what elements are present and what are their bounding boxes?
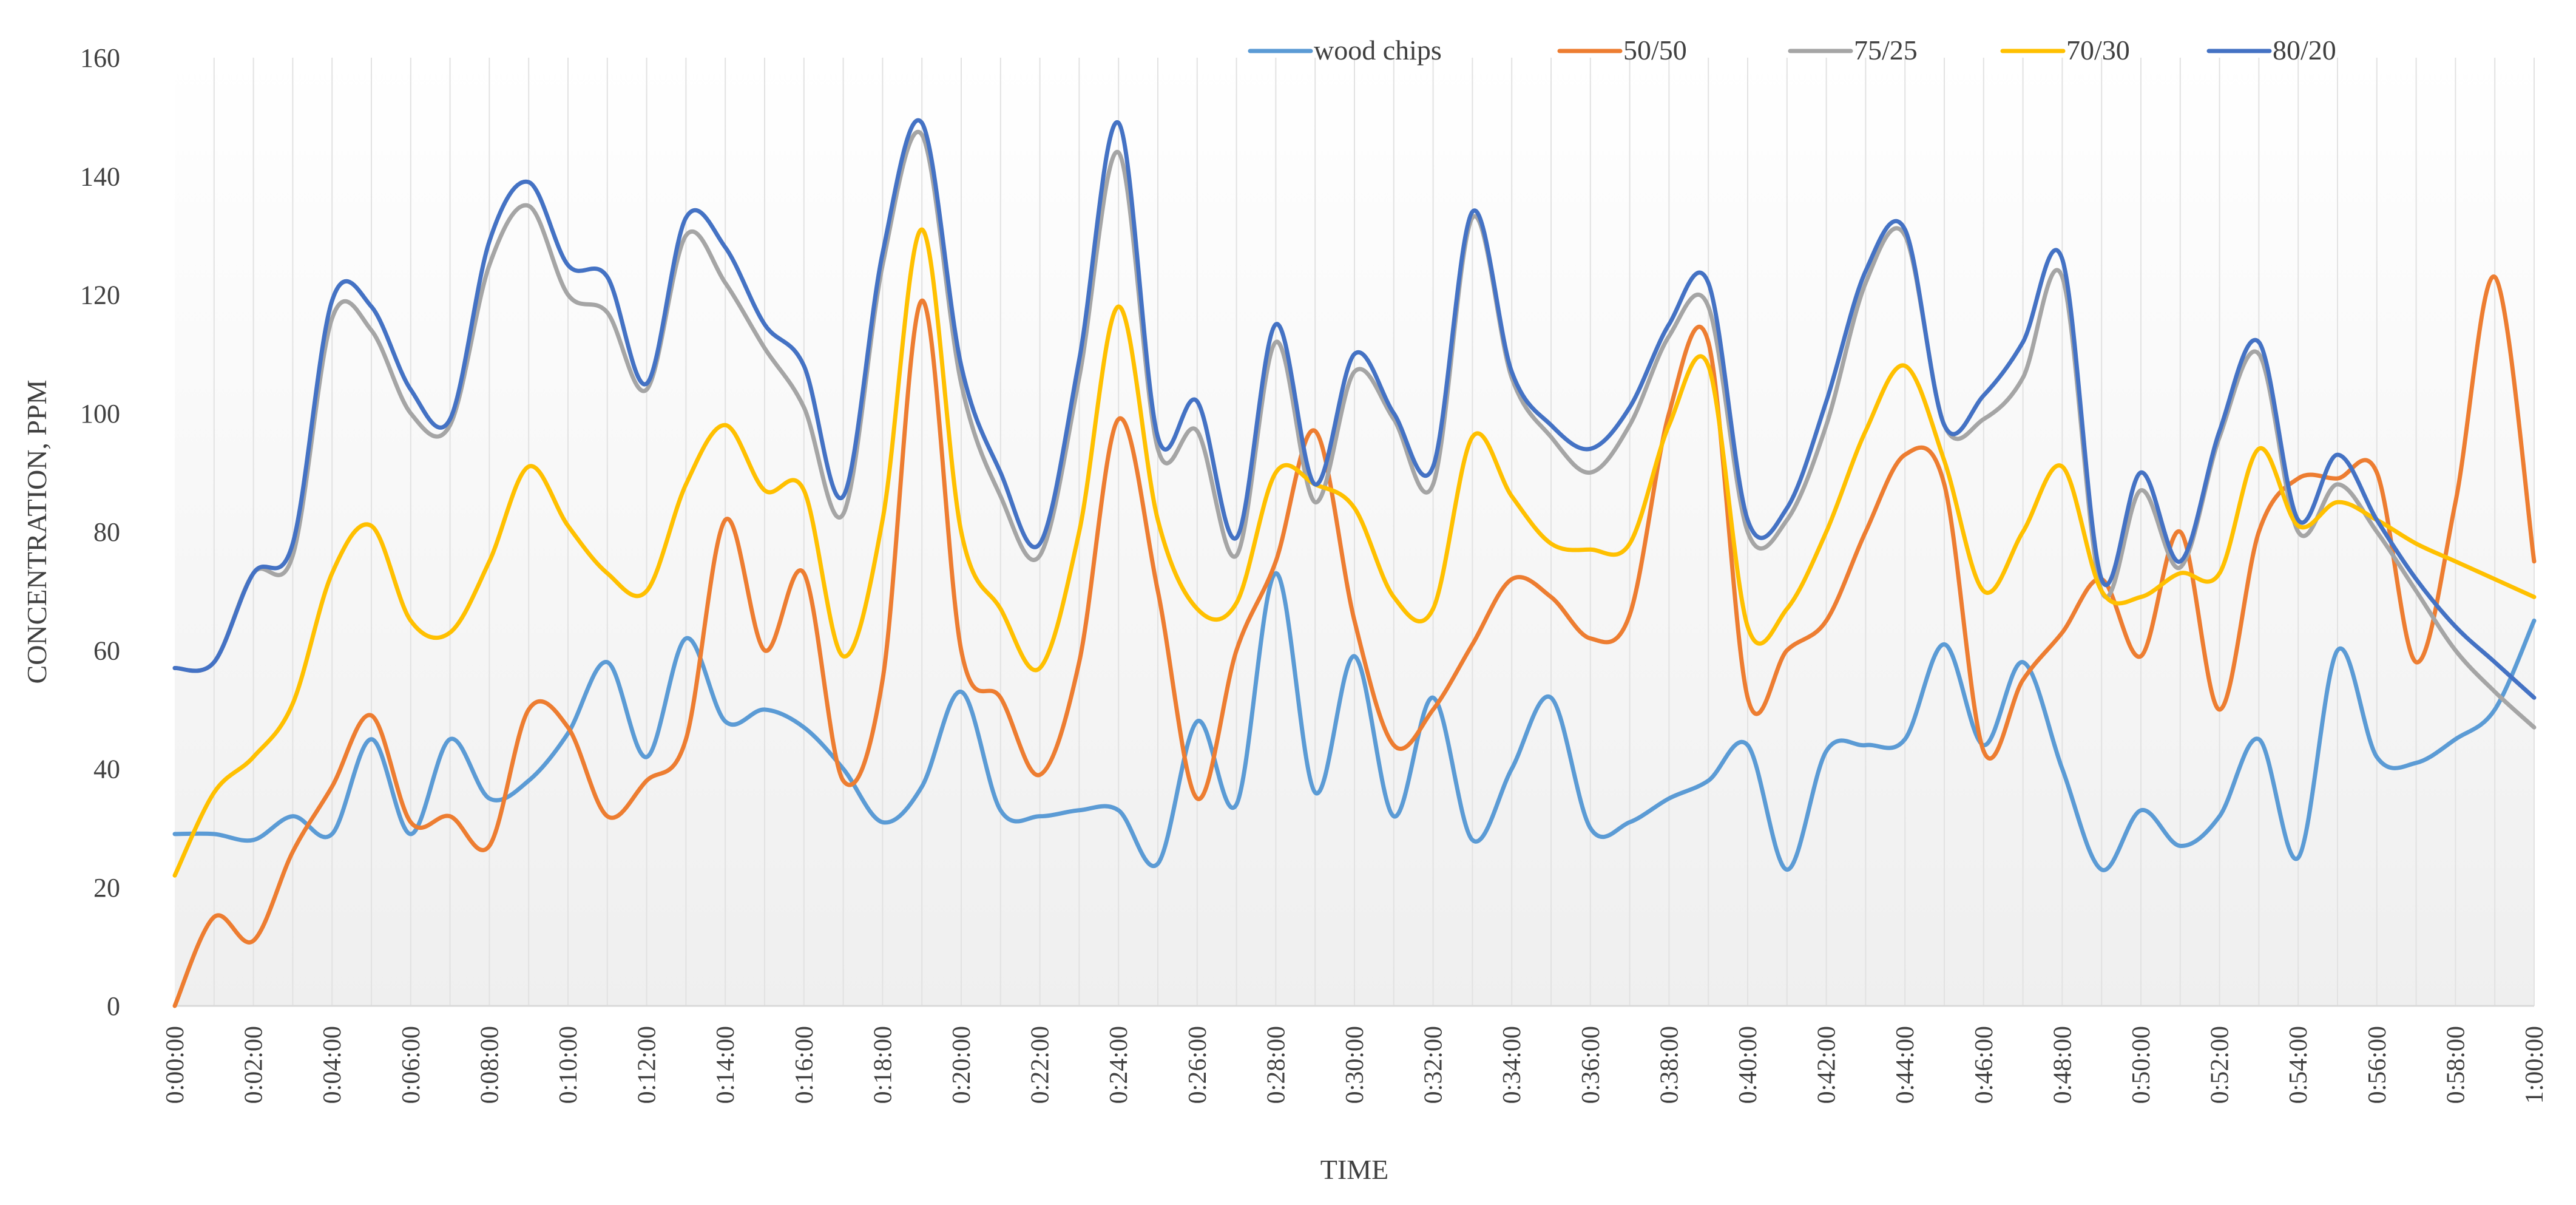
- series-lines: [172, 118, 2537, 1008]
- legend-label-80-20: 80/20: [2273, 35, 2336, 66]
- legend-label-wood-chips: wood chips: [1314, 35, 1442, 66]
- x-axis-ticks: 0:00:00 0:02:00 0:04:00 0:06:00 0:08:00 0:10:…: [161, 1026, 2549, 1104]
- x-axis-title: TIME: [1320, 1154, 1388, 1185]
- grid-lines: [213, 58, 2535, 1006]
- y-axis-title: CONCENTRATION, PPM: [21, 380, 52, 684]
- x-tick-label: 0:12:00: [634, 1026, 661, 1104]
- x-tick-label: 0:28:00: [1262, 1026, 1290, 1104]
- x-tick-label: 0:04:00: [319, 1026, 347, 1104]
- x-tick-label: 0:16:00: [791, 1026, 819, 1104]
- y-axis-ticks: 0 20 40 60 80 100 120 140 160: [80, 43, 120, 1021]
- x-tick-label: 0:18:00: [869, 1026, 897, 1104]
- y-tick-label: 0: [107, 991, 120, 1021]
- x-tick-label: 0:40:00: [1734, 1026, 1762, 1104]
- x-tick-label: 0:14:00: [712, 1026, 740, 1104]
- y-tick-label: 60: [93, 636, 120, 665]
- y-tick-label: 80: [93, 517, 120, 547]
- series-line-70-30: [172, 227, 2537, 878]
- x-tick-label: 0:30:00: [1341, 1026, 1369, 1104]
- y-tick-label: 120: [80, 280, 120, 310]
- x-tick-label: 0:34:00: [1498, 1026, 1526, 1104]
- legend-label-75-25: 75/25: [1854, 35, 1918, 66]
- x-tick-label: 0:00:00: [161, 1026, 189, 1104]
- x-tick-label: 1:00:00: [2521, 1026, 2549, 1104]
- x-tick-label: 0:52:00: [2206, 1026, 2234, 1104]
- x-tick-label: 0:02:00: [240, 1026, 268, 1104]
- legend-label-70-30: 70/30: [2066, 35, 2130, 66]
- x-tick-label: 0:48:00: [2049, 1026, 2077, 1104]
- x-tick-label: 0:58:00: [2442, 1026, 2470, 1104]
- series-line-50-50: [172, 274, 2537, 1008]
- x-tick-label: 0:56:00: [2364, 1026, 2392, 1104]
- legend-label-50-50: 50/50: [1623, 35, 1687, 66]
- x-tick-label: 0:10:00: [555, 1026, 583, 1104]
- legend: wood chips 50/50 75/25 70/30 80/20: [1248, 35, 2336, 66]
- y-tick-label: 20: [93, 873, 120, 903]
- x-tick-label: 0:42:00: [1813, 1026, 1841, 1104]
- x-tick-label: 0:26:00: [1184, 1026, 1212, 1104]
- x-tick-label: 0:32:00: [1420, 1026, 1448, 1104]
- y-tick-label: 40: [93, 755, 120, 784]
- x-tick-label: 0:50:00: [2128, 1026, 2155, 1104]
- y-tick-label: 100: [80, 399, 120, 429]
- x-tick-label: 0:36:00: [1577, 1026, 1605, 1104]
- y-tick-label: 160: [80, 43, 120, 73]
- series-line-wood-chips: [172, 571, 2537, 872]
- x-tick-label: 0:46:00: [1970, 1026, 1998, 1104]
- x-tick-label: 0:38:00: [1655, 1026, 1683, 1104]
- x-tick-label: 0:22:00: [1027, 1026, 1055, 1104]
- x-tick-label: 0:54:00: [2285, 1026, 2313, 1104]
- x-tick-label: 0:44:00: [1891, 1026, 1919, 1104]
- x-tick-label: 0:20:00: [948, 1026, 976, 1104]
- x-tick-label: 0:06:00: [397, 1026, 425, 1104]
- series-line-80-20: [172, 118, 2537, 700]
- x-tick-label: 0:24:00: [1105, 1026, 1133, 1104]
- y-tick-label: 140: [80, 161, 120, 191]
- x-tick-label: 0:08:00: [476, 1026, 504, 1104]
